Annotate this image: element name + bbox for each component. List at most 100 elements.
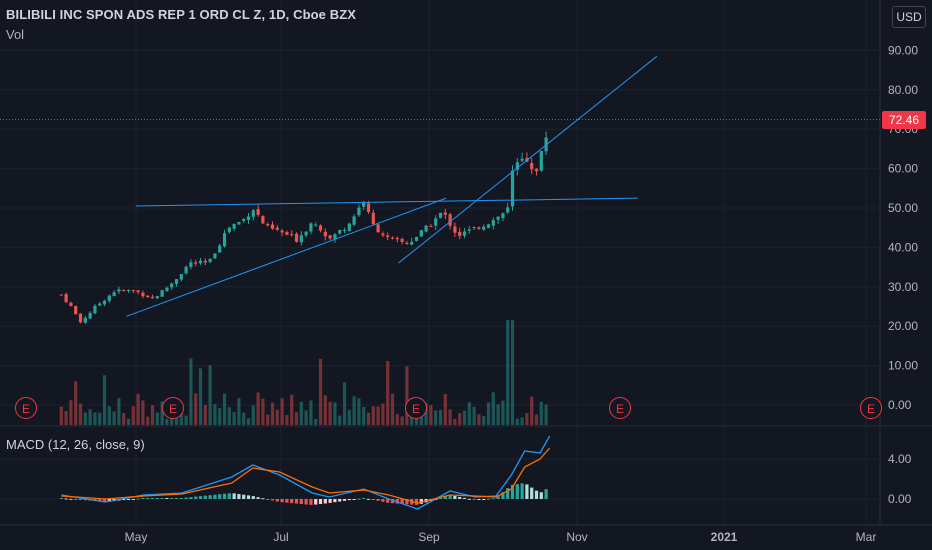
candle-body xyxy=(69,302,73,306)
volume-bar xyxy=(242,412,246,425)
candle-body xyxy=(83,317,87,323)
volume-bar xyxy=(83,412,87,425)
volume-bar xyxy=(117,398,121,425)
macd-histogram-bar xyxy=(170,498,174,499)
candle-body xyxy=(424,225,428,232)
candle-body xyxy=(453,226,457,233)
candle-body xyxy=(160,290,164,297)
volume-bar xyxy=(251,405,255,425)
volume-bar xyxy=(208,365,212,425)
macd-histogram-bar xyxy=(309,499,313,505)
macd-histogram-bar xyxy=(74,499,78,500)
volume-bar xyxy=(419,413,423,425)
chart-title: BILIBILI INC SPON ADS REP 1 ORD CL Z, 1D… xyxy=(6,7,357,22)
macd-histogram-bar xyxy=(194,496,198,499)
macd-histogram-bar xyxy=(131,499,135,500)
macd-histogram-bar xyxy=(467,498,471,500)
macd-histogram-bar xyxy=(405,499,409,505)
volume-bar xyxy=(501,400,505,425)
candle-body xyxy=(366,203,371,212)
candle-body xyxy=(472,227,476,229)
candle-body xyxy=(98,303,102,306)
volume-bar xyxy=(184,415,188,425)
volume-bar xyxy=(371,406,375,425)
volume-bar xyxy=(405,366,409,425)
macd-histogram-bar xyxy=(203,495,207,499)
macd-histogram-bar xyxy=(453,495,457,499)
volume-bar xyxy=(462,410,467,425)
candle-body xyxy=(486,224,491,228)
candle-body xyxy=(88,312,92,319)
candle-body xyxy=(218,245,222,253)
macd-histogram-bar xyxy=(126,499,131,500)
time-tick-label: Sep xyxy=(418,530,440,544)
macd-histogram-bar xyxy=(275,499,279,502)
macd-histogram-bar xyxy=(491,498,495,500)
macd-histogram-bar xyxy=(261,498,265,500)
macd-histogram-bar xyxy=(357,498,361,500)
candle-body xyxy=(371,212,375,225)
candle-body xyxy=(314,224,318,226)
candle-body xyxy=(256,209,260,215)
earnings-event-icon[interactable]: E xyxy=(860,397,882,419)
earnings-event-icon[interactable]: E xyxy=(162,397,184,419)
candle-body xyxy=(328,235,332,239)
volume-bar xyxy=(146,416,150,425)
macd-histogram-bar xyxy=(366,498,371,500)
volume-bar xyxy=(472,406,476,425)
currency-button[interactable]: USD xyxy=(892,6,926,28)
candle-body xyxy=(275,227,279,230)
macd-histogram-bar xyxy=(64,498,68,500)
volume-bar xyxy=(510,320,515,425)
trendline xyxy=(135,197,638,207)
candle-body xyxy=(170,283,174,288)
earnings-event-icon[interactable]: E xyxy=(15,397,37,419)
volume-bar xyxy=(491,392,495,425)
volume-bar xyxy=(453,418,457,425)
macd-histogram-bar xyxy=(506,488,510,499)
volume-bar xyxy=(333,402,337,425)
candle-body xyxy=(501,213,505,218)
volume-bar xyxy=(213,404,217,425)
candle-body xyxy=(443,212,447,215)
volume-bar xyxy=(131,406,135,425)
macd-histogram-bar xyxy=(342,499,347,501)
candle-body xyxy=(438,212,443,218)
earnings-event-icon[interactable]: E xyxy=(405,397,427,419)
volume-bar xyxy=(347,409,351,425)
signal-line xyxy=(61,447,551,504)
candle-body xyxy=(232,224,236,229)
macd-histogram-bar xyxy=(160,498,164,499)
candle-body xyxy=(189,262,193,267)
macd-histogram-bar xyxy=(534,490,539,499)
volume-bar xyxy=(443,393,447,425)
volume-bar xyxy=(179,406,183,425)
volume-bar xyxy=(429,405,433,425)
macd-histogram-bar xyxy=(256,497,260,499)
macd-histogram-bar xyxy=(352,499,356,500)
volume-bar xyxy=(290,394,294,425)
price-tick-label: 20.00 xyxy=(888,319,918,333)
earnings-event-icon[interactable]: E xyxy=(609,397,631,419)
price-tick-label: 10.00 xyxy=(888,359,918,373)
candle-body xyxy=(126,289,131,291)
macd-label: MACD (12, 26, close, 9) xyxy=(6,437,145,452)
volume-bar xyxy=(69,400,73,425)
macd-histogram-bar xyxy=(179,498,183,499)
candle-body xyxy=(405,242,409,244)
macd-histogram-bar xyxy=(280,499,284,503)
volume-bar xyxy=(525,413,529,425)
trendline xyxy=(126,197,447,317)
candle-body xyxy=(261,216,265,224)
time-tick-label: Nov xyxy=(566,530,587,544)
candle-body xyxy=(285,232,289,235)
candle-body xyxy=(179,274,183,280)
candle-body xyxy=(323,231,327,237)
macd-histogram-bar xyxy=(414,499,419,505)
candle-body xyxy=(227,227,231,233)
volume-bar xyxy=(299,401,303,425)
volume-bar xyxy=(285,415,289,425)
candle-body xyxy=(59,294,63,296)
candle-body xyxy=(304,231,308,236)
